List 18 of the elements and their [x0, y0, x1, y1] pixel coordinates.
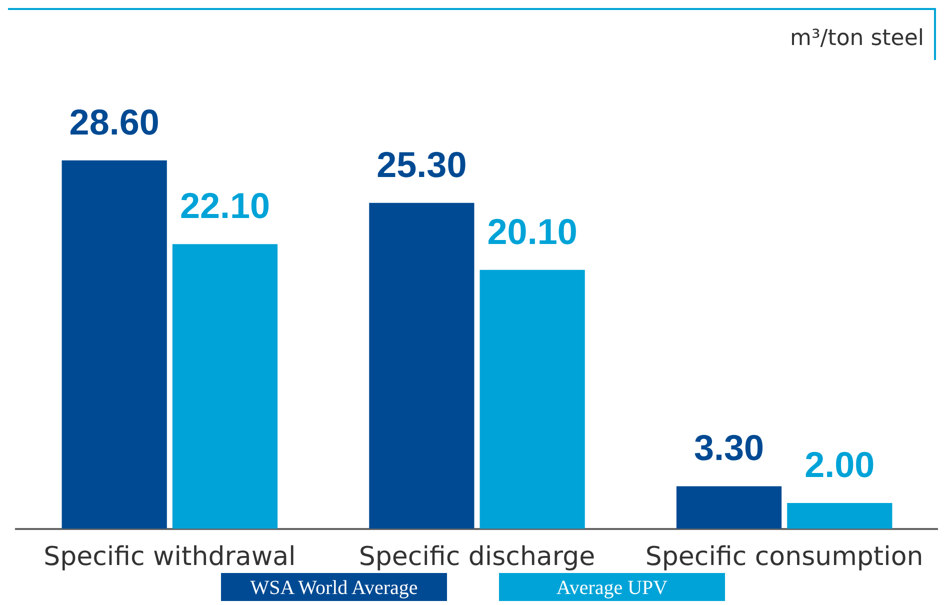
data-label: 22.10: [180, 185, 270, 226]
data-label: 3.30: [694, 427, 764, 468]
text: Average UPV: [499, 573, 725, 601]
bar: [480, 270, 585, 529]
bar: [62, 160, 167, 529]
x-tick-label: Specific discharge: [358, 542, 596, 572]
data-label: 2.00: [804, 444, 875, 485]
x-tick-label: Specific consumption: [645, 542, 924, 572]
bar: [676, 486, 782, 529]
text: WSA World Average: [221, 573, 447, 601]
bar: [369, 202, 474, 529]
data-label: 25.30: [376, 144, 467, 185]
data-label: 20.10: [487, 210, 578, 252]
data-label: 28.60: [69, 101, 160, 142]
bar: [172, 244, 278, 529]
y-axis-title: m³/ton steel: [790, 26, 924, 51]
x-tick-label: Specific withdrawal: [44, 542, 296, 572]
bar: [787, 503, 892, 529]
